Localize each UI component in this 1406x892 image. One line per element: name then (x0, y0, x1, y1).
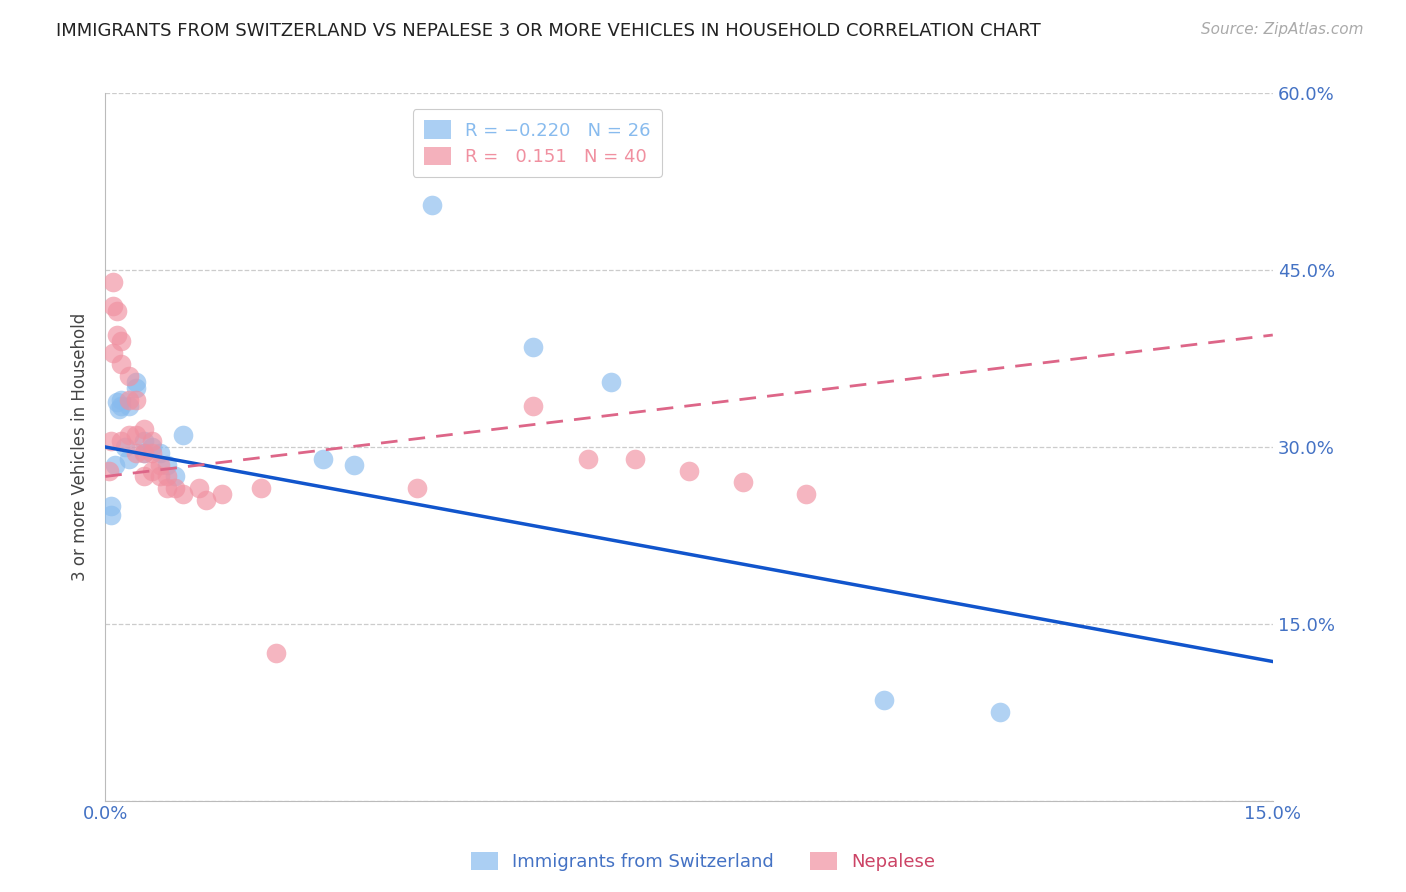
Point (156, 469, 179, 483)
Point (110, 334, 132, 348)
Point (101, 345, 124, 359)
Point (522, 399, 544, 413)
Point (250, 481, 273, 495)
Point (134, 422, 156, 436)
Point (117, 399, 139, 413)
Point (141, 446, 163, 460)
Point (110, 434, 132, 449)
Point (678, 464, 700, 478)
Point (733, 475, 755, 490)
Point (149, 469, 172, 483)
Point (266, 646, 288, 660)
Point (125, 428, 148, 442)
Point (110, 358, 132, 372)
Point (312, 451, 335, 466)
Point (149, 446, 172, 460)
Point (98, 464, 121, 478)
Point (420, 198, 443, 212)
Point (134, 469, 156, 483)
Point (156, 458, 179, 472)
Point (623, 451, 645, 466)
Point (872, 693, 894, 707)
Point (187, 481, 209, 495)
Point (156, 481, 179, 495)
Point (600, 375, 623, 389)
Point (100, 508, 122, 523)
Point (125, 392, 148, 407)
Point (211, 487, 233, 501)
Point (117, 369, 139, 384)
Point (134, 446, 156, 460)
Point (141, 434, 163, 449)
Point (165, 469, 187, 483)
Point (134, 434, 156, 449)
Point (100, 499, 122, 513)
Point (125, 446, 148, 460)
Point (117, 428, 139, 442)
Point (172, 428, 194, 442)
Text: IMMIGRANTS FROM SWITZERLAND VS NEPALESE 3 OR MORE VEHICLES IN HOUSEHOLD CORRELAT: IMMIGRANTS FROM SWITZERLAND VS NEPALESE … (56, 22, 1040, 40)
Point (110, 392, 132, 407)
Point (125, 375, 148, 389)
Point (134, 446, 156, 460)
Point (522, 340, 544, 354)
Point (114, 440, 136, 454)
Legend: R = −0.220   N = 26, R =   0.151   N = 40: R = −0.220 N = 26, R = 0.151 N = 40 (413, 110, 662, 177)
Point (405, 481, 427, 495)
Point (125, 381, 148, 395)
Point (101, 299, 124, 313)
Point (988, 705, 1011, 719)
Point (195, 493, 218, 508)
Point (103, 458, 125, 472)
Point (172, 487, 194, 501)
Point (105, 304, 128, 318)
Point (794, 487, 817, 501)
Point (105, 395, 128, 409)
Point (165, 481, 187, 495)
Y-axis label: 3 or more Vehicles in Household: 3 or more Vehicles in Household (72, 313, 89, 581)
Legend: Immigrants from Switzerland, Nepalese: Immigrants from Switzerland, Nepalese (464, 845, 942, 879)
Point (141, 440, 163, 454)
Point (110, 399, 132, 413)
Text: Source: ZipAtlas.com: Source: ZipAtlas.com (1201, 22, 1364, 37)
Point (117, 392, 139, 407)
Point (108, 402, 131, 417)
Point (117, 451, 139, 466)
Point (100, 434, 122, 449)
Point (343, 458, 366, 472)
Point (101, 275, 124, 289)
Point (149, 458, 172, 472)
Point (141, 464, 163, 478)
Point (576, 451, 599, 466)
Point (105, 328, 128, 343)
